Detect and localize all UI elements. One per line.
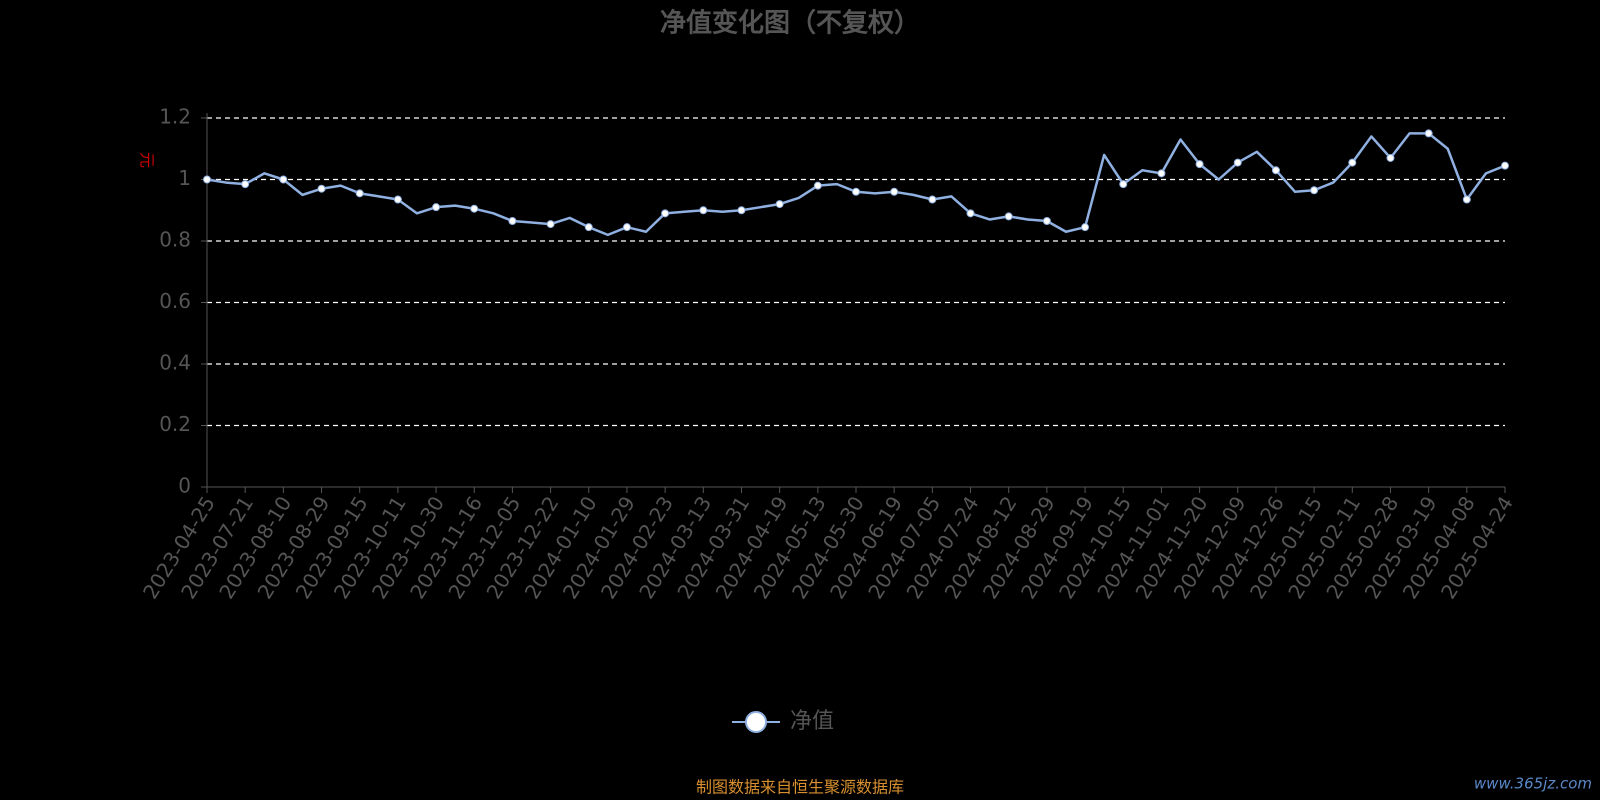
- data-point: [1157, 169, 1166, 178]
- data-point: [737, 206, 746, 215]
- data-point: [966, 209, 975, 218]
- data-point: [1119, 180, 1128, 189]
- legend-label: 净值: [790, 709, 834, 734]
- data-point: [1386, 153, 1395, 162]
- data-point: [1195, 160, 1204, 169]
- data-point: [546, 220, 555, 229]
- data-point: [241, 180, 250, 189]
- data-point: [355, 189, 364, 198]
- y-tick-label: 0: [178, 474, 191, 498]
- data-point: [470, 204, 479, 213]
- y-tick-label: 0.4: [159, 351, 191, 375]
- y-tick-label: 1.2: [159, 105, 191, 129]
- data-point: [1348, 158, 1357, 167]
- y-tick-label: 0.8: [159, 228, 191, 252]
- data-point: [890, 187, 899, 196]
- data-point: [699, 206, 708, 215]
- watermark: www.365jz.com: [1474, 775, 1592, 793]
- data-point: [279, 175, 288, 184]
- data-point: [508, 217, 517, 226]
- data-point: [1310, 186, 1319, 195]
- data-point: [775, 200, 784, 209]
- data-point: [584, 223, 593, 232]
- data-point: [1271, 166, 1280, 175]
- y-tick-label: 0.2: [159, 412, 191, 436]
- y-tick-label: 1: [178, 166, 191, 190]
- data-point: [1501, 161, 1509, 170]
- data-point: [393, 195, 402, 204]
- data-point: [1081, 223, 1090, 232]
- y-tick-label: 0.6: [159, 289, 191, 313]
- data-point: [1004, 212, 1013, 221]
- data-point: [813, 181, 822, 190]
- data-point: [203, 175, 211, 184]
- data-point: [852, 187, 860, 196]
- data-point: [1042, 217, 1051, 226]
- data-point: [1233, 158, 1242, 167]
- data-point: [928, 195, 937, 204]
- data-point: [432, 203, 441, 212]
- y-axis-label: 元: [138, 152, 157, 168]
- source-note: 制图数据来自恒生聚源数据库: [696, 778, 904, 797]
- data-point: [1462, 195, 1471, 204]
- data-point: [1424, 129, 1433, 138]
- legend-marker: [745, 711, 767, 733]
- chart-title: 净值变化图（不复权）: [660, 8, 920, 39]
- data-point: [317, 184, 326, 193]
- data-point: [622, 223, 631, 232]
- data-point: [661, 209, 670, 218]
